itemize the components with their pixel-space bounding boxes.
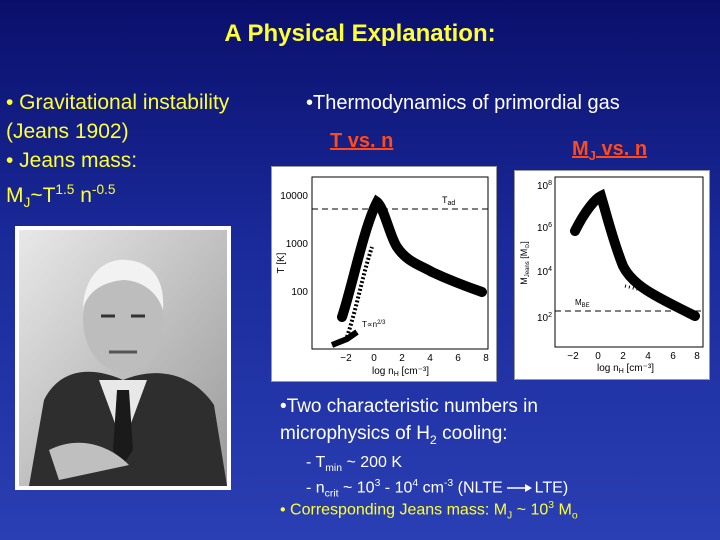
n-crit-line: - ncrit ~ 103 - 104 cm-3 (NLTE LTE): [306, 478, 569, 500]
plot-frame: [554, 176, 704, 348]
xtick: 2: [399, 353, 405, 364]
x-axis-label: log nH [cm⁻³]: [372, 366, 429, 378]
jeans-mass-result: • Corresponding Jeans mass: MJ ~ 103 Mo: [280, 500, 578, 522]
bullet-jeans-mass: • Jeans mass:: [6, 149, 138, 172]
jeans-mass-density-plot: 108 106 104 102 −2 0 2 4 6 8 MJeans [M⊙]…: [514, 170, 710, 380]
data-tail: [330, 329, 359, 348]
data-cloud: [570, 188, 700, 321]
t-n-slope-line: [345, 246, 374, 338]
xtick: 0: [371, 353, 377, 364]
bottom-line-2: microphysics of H2 cooling:: [280, 423, 508, 447]
t-vs-n-label: T vs. n: [330, 130, 394, 152]
portrait-image: [19, 230, 227, 486]
mj-vs-n-label: MJ vs. n: [572, 138, 648, 163]
bottom-line-1: •Two characteristic numbers in: [280, 396, 538, 417]
xtick: 0: [595, 351, 601, 362]
t-min-line: - Tmin ~ 200 K: [306, 454, 403, 475]
slope-label: T∝n2/3: [362, 320, 386, 329]
plot-frame: [311, 176, 489, 350]
left-bullets: • Gravitational instability (Jeans 1902)…: [6, 88, 229, 217]
y-axis-label: MJeans [M⊙]: [519, 241, 531, 285]
xtick: 8: [694, 351, 700, 362]
bullet-jeans-1902: (Jeans 1902): [6, 120, 129, 143]
xtick: 6: [455, 353, 461, 364]
y-axis-label: T [K]: [276, 252, 287, 273]
thermodynamics-heading: •Thermodynamics of primordial gas: [306, 92, 620, 114]
data-cloud: [337, 194, 487, 322]
ytick-1e2: 102: [537, 312, 552, 324]
ytick-1000: 1000: [286, 239, 309, 250]
xtick: 2: [620, 351, 626, 362]
arrow-right-icon: [506, 484, 532, 493]
ytick-10000: 10000: [280, 191, 308, 202]
xtick: −2: [567, 351, 579, 362]
ytick-100: 100: [291, 287, 308, 298]
characteristic-numbers-block: •Two characteristic numbers in microphys…: [280, 393, 538, 454]
m-be-label: MBE: [575, 298, 590, 309]
ytick-1e8: 108: [537, 180, 552, 192]
ytick-1e6: 106: [537, 222, 552, 234]
bullet-gravitational-instability: • Gravitational instability: [6, 91, 230, 114]
portrait-frame: [15, 226, 231, 490]
xtick: 4: [645, 351, 651, 362]
slide-title: A Physical Explanation:: [224, 20, 496, 47]
ytick-1e4: 104: [537, 266, 552, 278]
xtick: 4: [427, 353, 433, 364]
xtick: 8: [483, 353, 489, 364]
xtick: −2: [340, 353, 352, 364]
jeans-mass-formula: MJ~T1.5 n-0.5: [6, 182, 116, 211]
xtick: 6: [670, 351, 676, 362]
t-ad-label: Tad: [442, 195, 455, 207]
x-axis-label: log nH [cm⁻³]: [597, 363, 654, 375]
temperature-density-plot: 10000 1000 100 −2 0 2 4 6 8 T [K] log nH…: [271, 166, 497, 382]
